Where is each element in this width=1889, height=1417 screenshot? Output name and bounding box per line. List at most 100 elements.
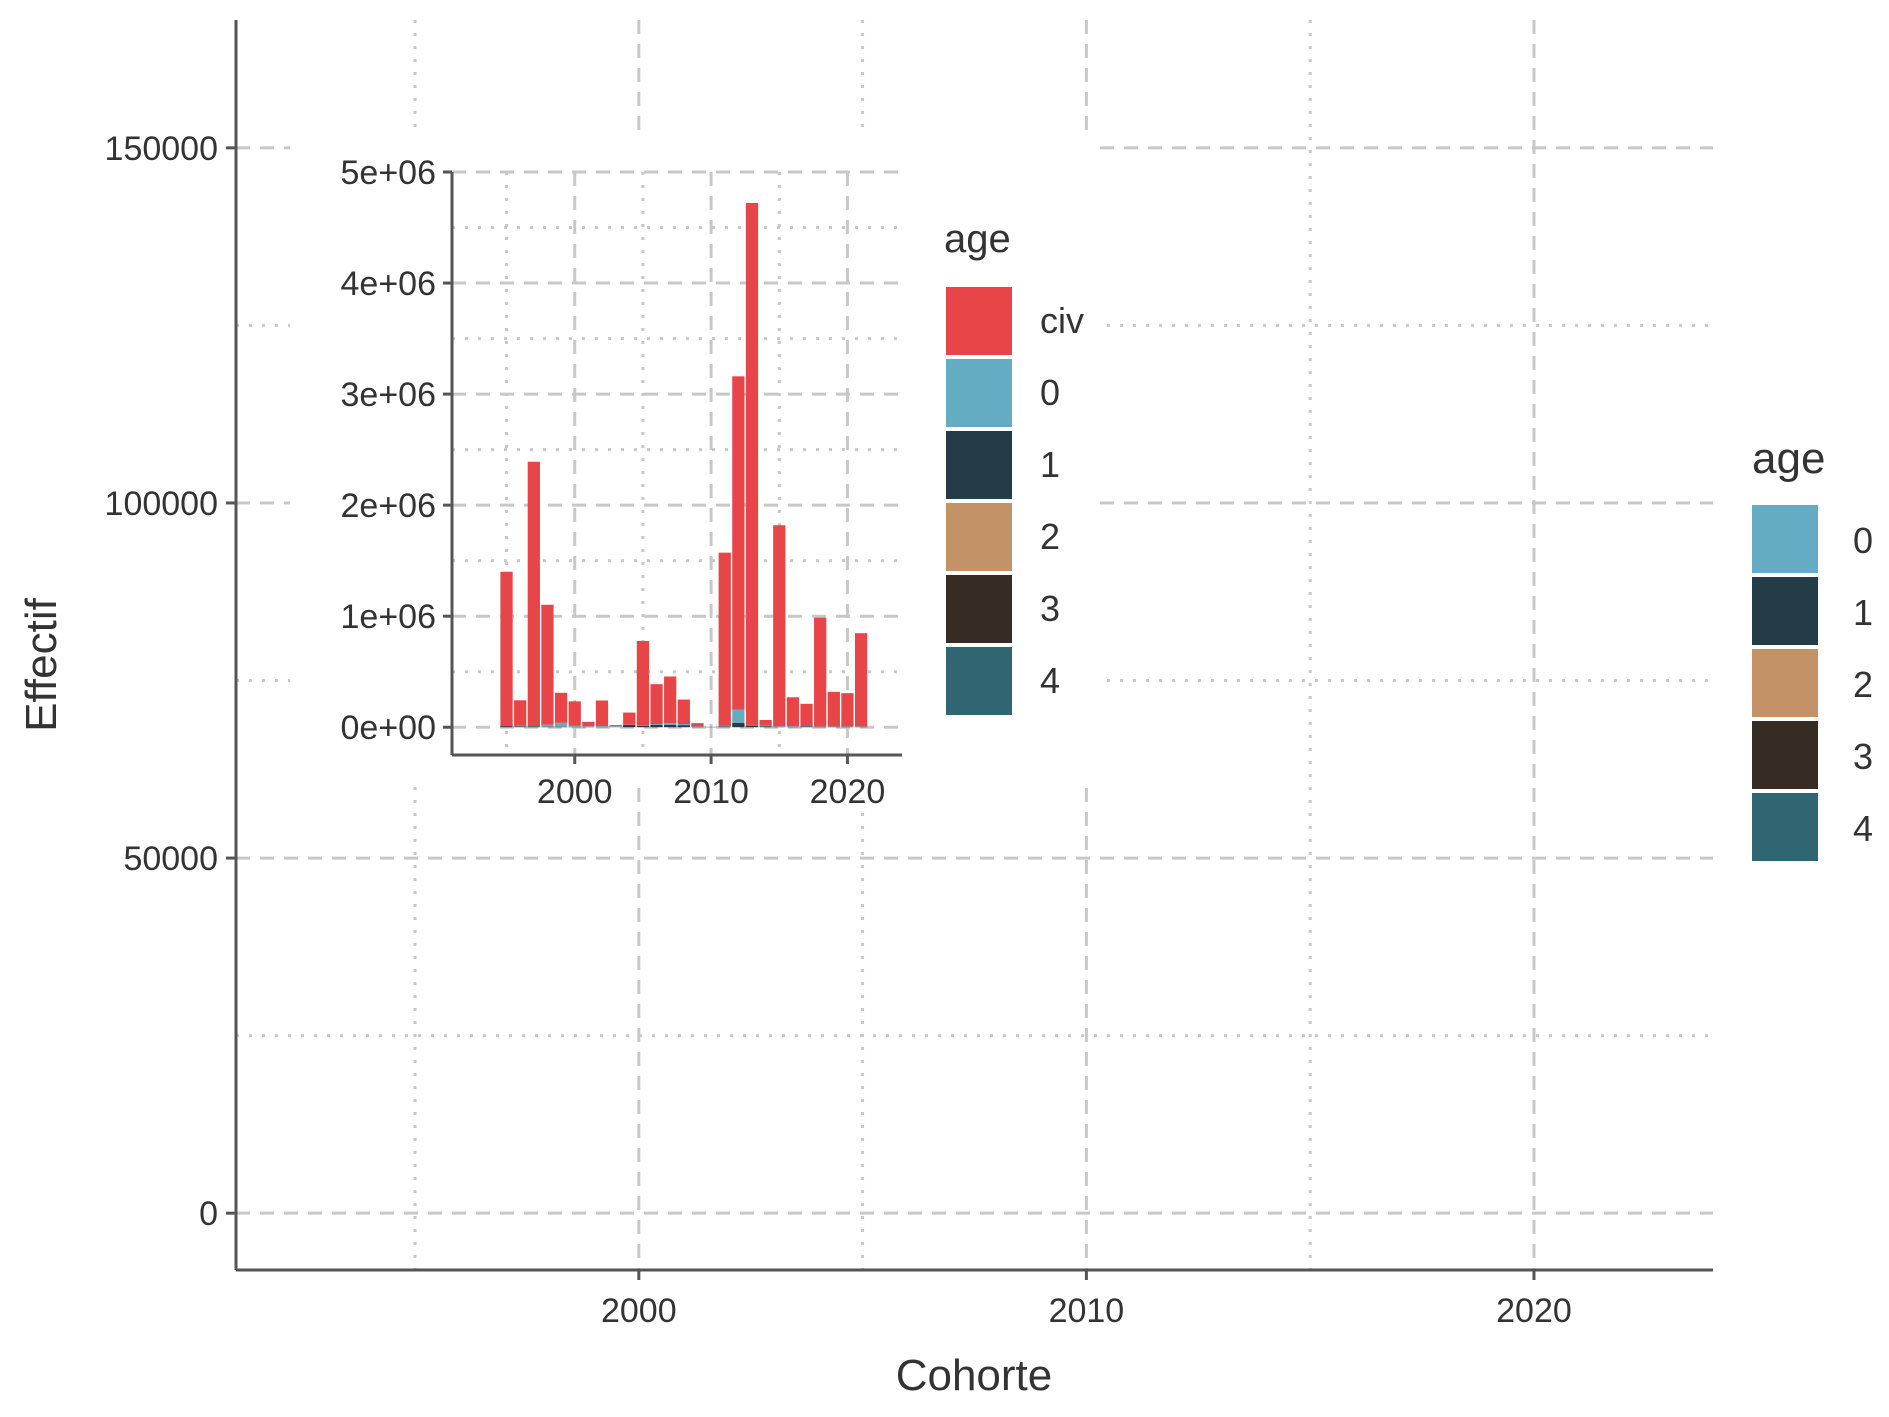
inset-bar-2007-age-1 (664, 724, 677, 728)
inset-bar-2002-age-0 (595, 726, 609, 727)
inset-bar-2001-age-civ (582, 721, 595, 727)
main-legend-label-4: 4 (1853, 808, 1873, 849)
inset-bar-2020-age-civ (841, 693, 854, 727)
inset-bar-2009-age-civ (691, 723, 704, 727)
inset-bar-2007-age-civ (664, 676, 677, 724)
main-legend-key-1 (1752, 577, 1818, 645)
inset-bar-1996-age-0 (514, 725, 527, 727)
inset-ytick-label-4: 4e+06 (341, 265, 437, 303)
inset-bar-2007-age-0 (664, 723, 677, 725)
main-xtick-label-1: 2010 (1049, 1292, 1125, 1330)
inset-bar-2000-age-0 (568, 725, 581, 727)
main-legend-label-3: 3 (1853, 736, 1873, 777)
inset-bar-2000-age-civ (568, 701, 581, 726)
inset-legend-label-1: 1 (1040, 444, 1060, 485)
inset-bar-2011-age-0 (718, 725, 731, 727)
main-legend-label-2: 2 (1853, 664, 1873, 705)
main-xtick-label-0: 2000 (601, 1292, 677, 1330)
inset-xtick-label-2: 2020 (810, 773, 886, 811)
inset-legend-key-civ (946, 287, 1012, 355)
inset-bar-1997-age-civ (527, 461, 540, 727)
inset-bar-1996-age-civ (514, 700, 527, 726)
inset-bar-1997-age-1 (527, 726, 540, 728)
inset-legend-label-2: 2 (1040, 516, 1060, 557)
main-xtick-label-2: 2020 (1496, 1292, 1572, 1330)
main-ytick-label-0: 0 (199, 1195, 218, 1233)
inset-legend-label-0: 0 (1040, 372, 1060, 413)
inset-bar-2019-age-civ (827, 691, 840, 727)
inset-legend-title: age (944, 217, 1011, 261)
inset-bar-2008-age-civ (677, 699, 690, 725)
inset-bars (500, 202, 868, 728)
inset-bar-1999-age-1 (554, 726, 568, 728)
inset-bar-1999-age-0 (554, 722, 568, 727)
inset-legend-key-4 (946, 647, 1012, 715)
main-ytick-label-3: 150000 (105, 130, 218, 168)
inset-x-ticks: 2000 2010 2020 (537, 755, 885, 811)
inset-bar-2018-age-civ (814, 617, 827, 727)
inset-bar-2014-age-0 (759, 725, 772, 727)
inset-bar-2014-age-1 (759, 726, 772, 728)
inset-bar-2016-age-0 (786, 726, 800, 727)
inset-grid (452, 170, 902, 755)
inset-bar-2012-age-1 (732, 722, 745, 728)
inset-ytick-label-2: 2e+06 (341, 487, 437, 525)
main-legend: age 0 1 2 3 4 (1752, 434, 1873, 861)
inset-bar-2013-age-1 (745, 725, 759, 728)
inset-bar-2001-age-0 (582, 726, 595, 727)
inset-bar-1998-age-civ (541, 604, 554, 725)
inset-bar-2004-age-1 (623, 725, 636, 728)
inset-bar-2006-age-0 (650, 724, 663, 726)
inset-xtick-label-1: 2010 (673, 773, 749, 811)
inset-legend-key-3 (946, 575, 1012, 643)
main-axes (234, 20, 1713, 1272)
y-axis-title: Effectif (17, 597, 66, 731)
inset-bar-1996-age-1 (514, 726, 527, 728)
main-legend-key-2 (1752, 649, 1818, 717)
inset-bar-2016-age-civ (786, 697, 800, 727)
inset-bar-2002-age-civ (595, 700, 609, 727)
inset-bar-1995-age-1 (500, 726, 513, 728)
inset-bar-1998-age-1 (541, 726, 554, 728)
inset-bar-2017-age-civ (800, 703, 813, 727)
main-legend-label-1: 1 (1853, 592, 1873, 633)
inset-bar-2015-age-civ (773, 525, 786, 727)
main-ytick-label-2: 100000 (105, 485, 218, 523)
inset-bar-2003-age-0 (609, 726, 622, 728)
inset-legend-label-3: 3 (1040, 588, 1060, 629)
main-legend-key-4 (1752, 793, 1818, 861)
inset-bar-2006-age-civ (650, 684, 663, 725)
main-ytick-label-1: 50000 (123, 840, 218, 878)
inset-bar-2019-age-1 (827, 726, 840, 728)
inset-ytick-label-1: 1e+06 (341, 598, 437, 636)
inset-bar-2004-age-civ (623, 712, 636, 725)
inset-bar-2011-age-civ (718, 552, 731, 726)
inset-ytick-label-5: 5e+06 (341, 154, 437, 192)
inset-bar-1999-age-civ (554, 692, 568, 723)
main-x-ticks: 2000 2010 2020 (601, 1270, 1572, 1330)
inset-y-ticks: 0e+00 1e+06 2e+06 3e+06 4e+06 5e+06 (341, 154, 452, 747)
inset-legend-key-1 (946, 431, 1012, 499)
inset-bar-2005-age-1 (636, 725, 650, 728)
main-legend-title: age (1752, 434, 1825, 483)
main-y-ticks: 0 50000 100000 150000 (105, 130, 236, 1233)
main-legend-key-3 (1752, 721, 1818, 789)
inset-bar-2017-age-1 (800, 726, 813, 728)
inset-bar-2006-age-1 (650, 725, 663, 728)
inset-bar-2013-age-civ (745, 202, 759, 725)
inset-bar-2012-age-0 (732, 709, 745, 723)
inset-bar-2015-age-1 (773, 726, 786, 728)
inset-ytick-label-0: 0e+00 (341, 709, 437, 747)
inset-bar-2003-age-civ (609, 725, 622, 727)
inset-xtick-label-0: 2000 (537, 773, 613, 811)
inset-bar-2021-age-civ (854, 633, 868, 727)
inset-bar-2012-age-civ (732, 376, 745, 710)
inset-bar-2008-age-1 (677, 725, 690, 728)
inset-bar-2008-age-0 (677, 724, 690, 726)
main-legend-label-0: 0 (1853, 520, 1873, 561)
inset-bar-2011-age-1 (718, 726, 731, 728)
inset-ytick-label-3: 3e+06 (341, 376, 437, 414)
inset-bar-1995-age-civ (500, 571, 513, 727)
inset-legend-label-4: 4 (1040, 660, 1060, 701)
